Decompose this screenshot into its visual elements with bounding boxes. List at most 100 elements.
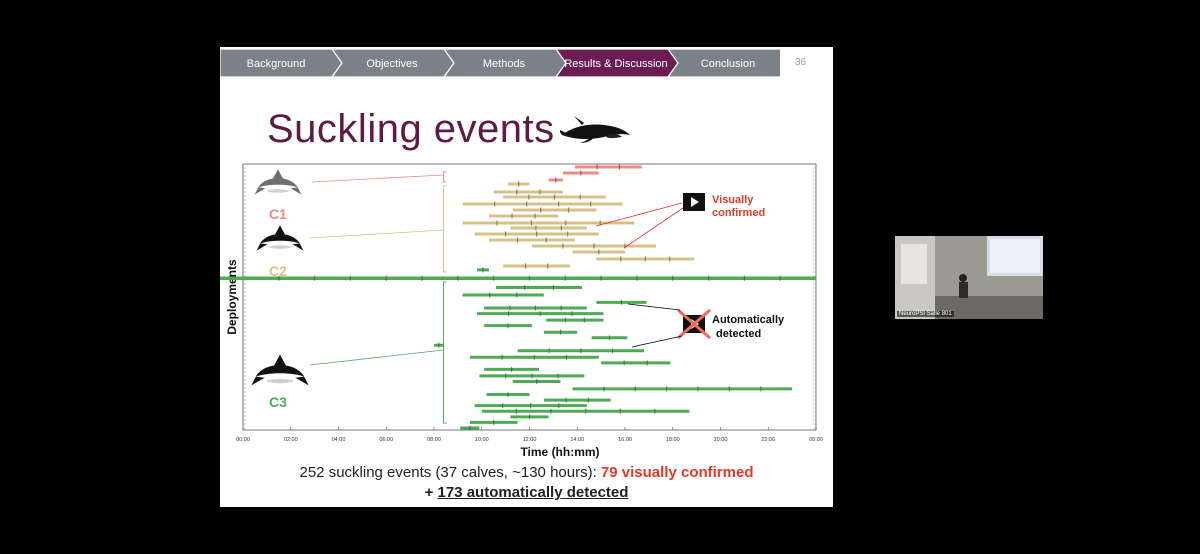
whale-head-shape [255,365,305,377]
video-frame [895,236,1043,319]
bracket-c1 [443,171,447,183]
x-tick-label: 22:00 [761,437,775,443]
event-tick [600,275,602,281]
event-tick [516,292,518,298]
connector-c1 [311,174,444,183]
whale-head-flipper [290,187,302,195]
nav-tab-results-discussion[interactable]: Results & Discussion [555,49,679,77]
event-tick [567,207,570,213]
event-tick [555,177,557,183]
presentation-slide: Background Objectives Methods Results & Dis… [220,47,833,507]
slide-title: Suckling events [267,107,555,151]
whale-head-flipper [254,187,266,195]
event-tick [469,425,471,431]
event-tick [493,275,495,281]
x-tick-label: 18:00 [666,437,680,443]
nav-tab-conclusion[interactable]: Conclusion [667,49,780,77]
calf-c3-icon [251,354,309,386]
connector-c2 [309,229,444,239]
x-tick-label: 16:00 [618,437,632,443]
event-tick [669,256,671,262]
nav-tab-shape [667,49,780,77]
whale-head-fin [274,225,286,236]
event-tick [620,256,622,262]
calf-c2-icon [256,225,304,251]
event-tick [496,220,498,226]
event-bar [572,387,793,391]
nav-tab-label: Results & Discussion [564,58,667,70]
nav-tab-label: Background [247,58,306,70]
section-navigation: Background Objectives Methods Results & Dis… [220,49,780,77]
event-tick [636,275,638,281]
x-tick-label: 00:00 [809,437,823,443]
event-tick [531,373,533,379]
event-tick [562,243,564,249]
x-tick-label: 00:00 [236,437,250,443]
summary-line-1: 252 suckling events (37 calves, ~130 hou… [220,464,833,481]
event-tick [314,275,316,281]
series-c2 [462,181,695,269]
event-tick [505,231,507,237]
summary-plus: + [424,484,438,501]
event-bar [543,398,611,402]
event-tick [493,419,495,425]
event-tick [560,225,562,231]
event-tick [540,207,542,213]
event-tick [533,354,535,360]
event-bar [462,202,623,206]
event-tick [528,275,531,281]
event-tick [599,220,601,226]
nav-tab-label: Conclusion [701,58,755,70]
x-tick-label: 02:00 [284,437,298,443]
event-tick [553,194,556,200]
event-tick [536,231,538,237]
play-icon [691,197,699,207]
event-bar [512,208,597,212]
event-tick [511,213,513,219]
whale-head-fin [272,169,284,180]
event-bar [462,221,635,225]
whale-head-fin [273,354,287,367]
event-tick [672,275,674,281]
event-tick [552,284,554,291]
event-bar [601,361,671,365]
event-tick [585,408,587,414]
whale-head-flipper [251,376,265,386]
event-tick [349,275,352,281]
event-tick [530,403,532,409]
event-tick [579,194,581,200]
event-tick [779,275,781,281]
event-tick [515,408,517,414]
event-tick [646,360,648,366]
event-tick [593,243,595,249]
x-tick-label: 14:00 [570,437,584,443]
speaker-video-thumbnail[interactable]: NeuroPSI Salle 801 [895,236,1043,319]
whale-shadow [267,189,289,193]
event-tick [559,329,562,335]
event-tick [558,201,560,207]
event-tick [528,194,530,200]
event-tick [590,201,592,207]
nav-tab-background[interactable]: Background [220,49,343,77]
event-tick [516,237,519,243]
whale-shadow [269,245,291,249]
callout-arrow [623,207,684,249]
summary-text: 252 suckling events (37 calves, ~130 hou… [299,464,601,481]
event-tick [565,354,568,360]
y-axis-label: Deployments [225,259,239,335]
summary-visually-confirmed: 79 visually confirmed [600,464,754,481]
c3-label: C3 [269,394,287,410]
event-tick [564,275,566,281]
event-tick [611,348,614,354]
series-c1 [548,164,642,183]
event-tick [524,284,526,291]
x-tick-label: 10:00 [475,437,489,443]
event-tick [548,348,550,354]
nav-tab-methods[interactable]: Methods [443,49,567,77]
nav-tab-objectives[interactable]: Objectives [331,49,455,77]
event-bar [496,286,583,290]
whale-shadow [266,378,294,384]
event-tick [421,275,423,281]
event-tick [547,263,549,269]
callout-arrow [627,303,681,311]
